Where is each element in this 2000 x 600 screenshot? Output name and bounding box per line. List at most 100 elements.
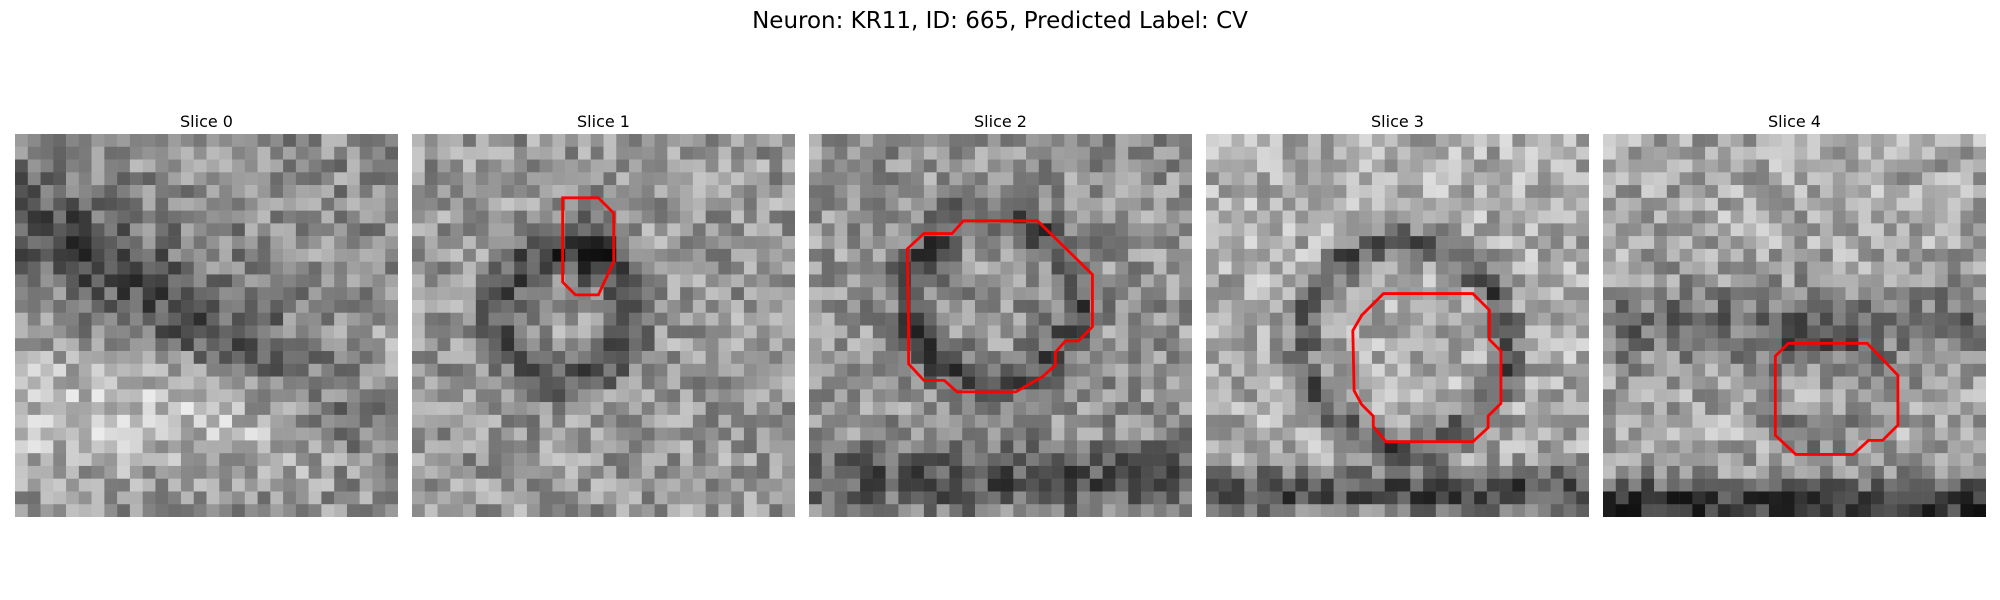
pixel — [488, 338, 502, 352]
pixel — [321, 427, 335, 441]
pixel — [1000, 312, 1014, 326]
pixel — [372, 172, 386, 186]
pixel — [1883, 389, 1897, 403]
pixel — [180, 299, 194, 313]
pixel — [923, 440, 937, 454]
pixel — [1371, 146, 1385, 160]
pixel — [949, 338, 963, 352]
pixel — [847, 427, 861, 441]
pixel — [359, 248, 373, 262]
pixel — [552, 287, 566, 301]
pixel — [821, 376, 835, 390]
pixel — [372, 402, 386, 416]
pixel — [1858, 287, 1872, 301]
pixel — [1550, 261, 1564, 275]
pixel — [834, 185, 848, 199]
pixel — [450, 465, 464, 479]
pixel — [1525, 312, 1539, 326]
pixel — [603, 402, 617, 416]
pixel — [437, 453, 451, 467]
pixel — [936, 491, 950, 505]
pixel — [577, 504, 591, 517]
pixel — [860, 427, 874, 441]
pixel — [1692, 146, 1706, 160]
pixel — [372, 389, 386, 403]
pixel — [475, 402, 489, 416]
pixel — [1359, 287, 1373, 301]
pixel — [1960, 427, 1974, 441]
pixel — [437, 338, 451, 352]
pixel — [1666, 491, 1680, 505]
pixel — [1295, 210, 1309, 224]
pixel — [1218, 248, 1232, 262]
pixel — [321, 351, 335, 365]
pixel — [885, 159, 899, 173]
pixel — [1397, 210, 1411, 224]
pixel — [372, 338, 386, 352]
pixel — [1499, 363, 1513, 377]
pixel — [860, 453, 874, 467]
pixel — [1922, 453, 1936, 467]
pixel — [27, 338, 41, 352]
pixel — [1218, 197, 1232, 211]
pixel — [1218, 210, 1232, 224]
pixel — [1743, 287, 1757, 301]
pixel — [731, 261, 745, 275]
pixel — [1922, 491, 1936, 505]
pixel — [66, 389, 80, 403]
pixel — [359, 197, 373, 211]
pixel — [1679, 197, 1693, 211]
pixel — [514, 210, 528, 224]
pixel — [1089, 338, 1103, 352]
pixel — [1371, 210, 1385, 224]
pixel — [1807, 146, 1821, 160]
pixel — [1038, 325, 1052, 339]
pixel — [809, 504, 823, 517]
pixel — [1794, 223, 1808, 237]
pixel-grid — [15, 134, 398, 517]
pixel — [1654, 325, 1668, 339]
pixel — [1051, 223, 1065, 237]
pixel — [514, 261, 528, 275]
pixel — [1397, 504, 1411, 517]
pixel — [1346, 287, 1360, 301]
pixel — [346, 134, 360, 148]
pixel — [1064, 146, 1078, 160]
pixel — [1666, 325, 1680, 339]
pixel — [539, 453, 553, 467]
pixel — [936, 325, 950, 339]
pixel — [731, 223, 745, 237]
pixel — [104, 414, 118, 428]
pixel — [577, 325, 591, 339]
pixel — [1333, 453, 1347, 467]
pixel — [885, 134, 899, 148]
pixel — [180, 440, 194, 454]
pixel — [1486, 440, 1500, 454]
pixel — [1858, 389, 1872, 403]
pixel — [1909, 491, 1923, 505]
pixel — [1756, 338, 1770, 352]
pixel — [1871, 402, 1885, 416]
pixel — [1038, 197, 1052, 211]
pixel — [359, 504, 373, 517]
pixel — [180, 465, 194, 479]
pixel — [257, 453, 271, 467]
pixel — [1257, 325, 1271, 339]
pixel — [463, 389, 477, 403]
pixel — [1550, 248, 1564, 262]
pixel — [1550, 351, 1564, 365]
pixel — [1179, 299, 1192, 313]
pixel — [1179, 274, 1192, 288]
pixel — [1563, 478, 1577, 492]
pixel — [385, 465, 398, 479]
pixel — [450, 172, 464, 186]
pixel — [885, 491, 899, 505]
pixel — [1474, 325, 1488, 339]
pixel — [1461, 261, 1475, 275]
pixel — [1244, 478, 1258, 492]
pixel — [1128, 223, 1142, 237]
pixel — [270, 427, 284, 441]
pixel — [590, 351, 604, 365]
pixel — [1832, 491, 1846, 505]
pixel — [1435, 491, 1449, 505]
